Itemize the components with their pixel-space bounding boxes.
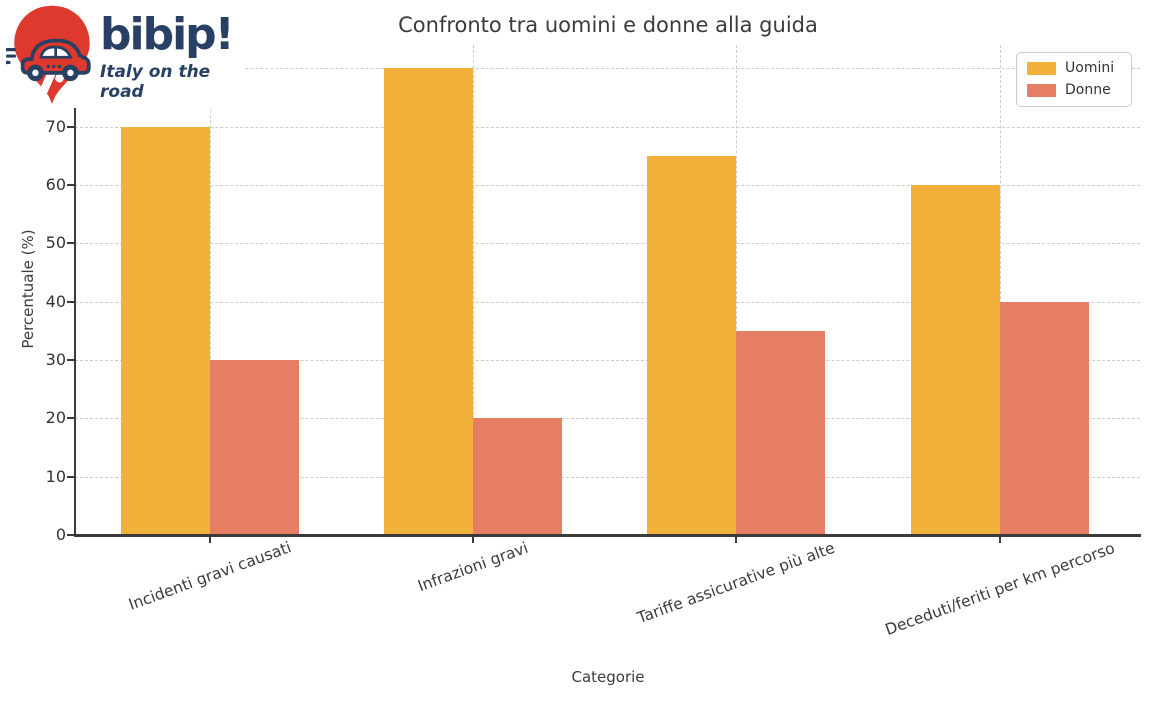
bar-donne-3 xyxy=(999,301,1089,535)
y-tick-mark-70 xyxy=(67,125,74,128)
horizontal-gridline-30 xyxy=(75,360,1140,361)
vertical-gridline-1 xyxy=(473,45,475,535)
x-tick-label-1: Infrazioni gravi xyxy=(415,538,531,596)
y-tick-label-70: 70 xyxy=(45,116,66,136)
x-tick-mark-2 xyxy=(735,537,738,543)
x-axis-label: Categorie xyxy=(571,668,645,686)
vertical-gridline-2 xyxy=(736,45,738,535)
horizontal-gridline-50 xyxy=(75,243,1140,245)
bar-uomini-2 xyxy=(647,155,737,535)
y-tick-label-20: 20 xyxy=(45,408,66,428)
bar-donne-1 xyxy=(473,418,563,535)
horizontal-gridline-60 xyxy=(75,185,1140,186)
logo-tagline-text: Italy on the road xyxy=(100,62,211,102)
bar-donne-2 xyxy=(736,330,826,535)
x-tick-label-2: Tariffe assicurative più alte xyxy=(635,538,838,627)
y-tick-label-40: 40 xyxy=(45,291,66,311)
y-tick-label-60: 60 xyxy=(45,175,66,194)
chart-title: Confronto tra uomini e donne alla guida xyxy=(398,13,818,37)
y-tick-mark-60 xyxy=(67,184,74,186)
y-tick-mark-0 xyxy=(67,534,74,536)
x-tick-mark-3 xyxy=(998,537,1001,543)
y-tick-label-30: 30 xyxy=(45,350,66,369)
legend: Uomini Donne xyxy=(1016,52,1132,107)
legend-swatch-donne xyxy=(1027,84,1056,97)
x-tick-label-0: Incidenti gravi causati xyxy=(126,538,294,615)
bar-uomini-3 xyxy=(910,185,1000,535)
legend-label-uomini: Uomini xyxy=(1065,60,1115,76)
horizontal-gridline-40 xyxy=(75,301,1140,303)
bar-donne-0 xyxy=(210,360,300,535)
x-tick-mark-1 xyxy=(472,537,475,543)
x-axis-spine xyxy=(74,534,1141,537)
plot-area xyxy=(75,45,1140,535)
vertical-gridline-0 xyxy=(210,45,212,535)
logo-brand-text: bibip! xyxy=(100,9,235,60)
bar-uomini-1 xyxy=(384,68,474,535)
y-tick-mark-30 xyxy=(67,359,74,361)
legend-item-uomini: Uomini xyxy=(1027,61,1121,76)
map-pin-car-icon xyxy=(6,5,91,105)
car-glyph xyxy=(6,38,91,82)
legend-swatch-uomini xyxy=(1027,62,1056,75)
y-tick-label-10: 10 xyxy=(45,466,66,486)
bar-uomini-0 xyxy=(121,126,211,535)
y-tick-label-50: 50 xyxy=(45,233,66,253)
horizontal-gridline-80 xyxy=(75,68,1140,70)
horizontal-gridline-70 xyxy=(75,126,1140,128)
x-tick-label-3: Deceduti/feriti per km percorso xyxy=(882,538,1117,639)
legend-label-donne: Donne xyxy=(1065,82,1111,98)
y-tick-mark-40 xyxy=(67,300,74,303)
y-tick-mark-10 xyxy=(67,475,74,478)
x-tick-mark-0 xyxy=(209,537,212,543)
horizontal-gridline-10 xyxy=(75,476,1140,478)
y-tick-mark-50 xyxy=(67,242,74,245)
y-tick-mark-20 xyxy=(67,417,74,420)
legend-item-donne: Donne xyxy=(1027,83,1121,98)
bibip-logo: bibip! Italy on the road xyxy=(6,2,244,108)
y-tick-label-0: 0 xyxy=(55,525,66,544)
vertical-gridline-3 xyxy=(999,45,1001,535)
y-axis-spine xyxy=(74,45,76,535)
horizontal-gridline-20 xyxy=(75,418,1140,420)
